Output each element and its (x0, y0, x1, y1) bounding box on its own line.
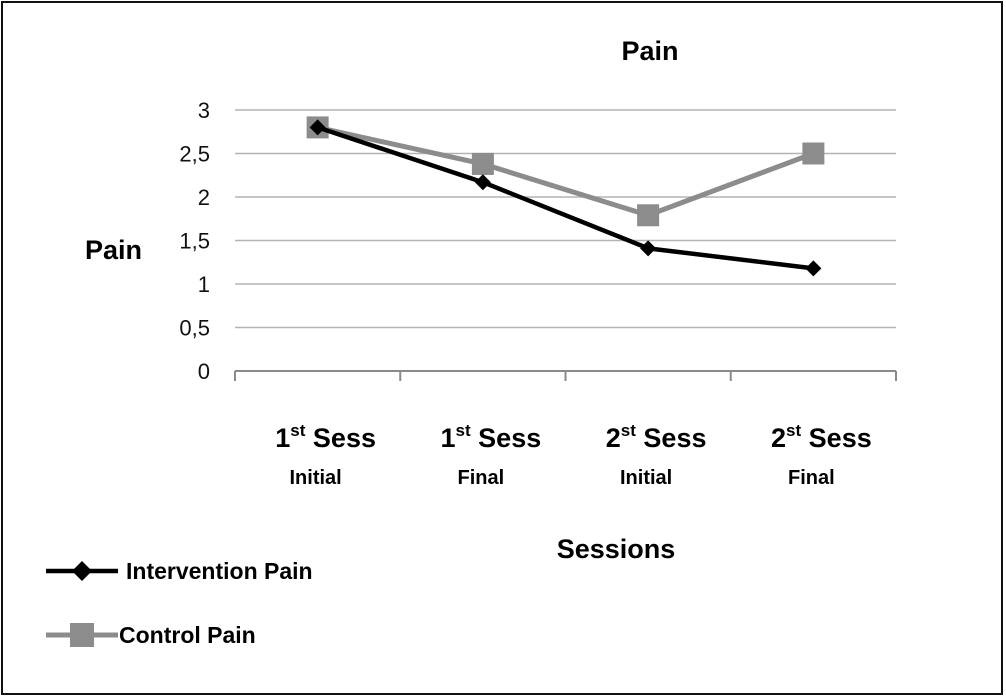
chart-title: Pain (621, 36, 678, 66)
x-category-sublabel: Final (788, 467, 835, 489)
legend-label: Intervention Pain (126, 558, 313, 584)
y-tick-label: 1,5 (179, 229, 210, 254)
y-tick-label: 0 (198, 359, 210, 384)
data-point (640, 240, 657, 257)
legend-swatch-marker (72, 561, 92, 581)
data-point (805, 260, 822, 277)
x-axis (234, 370, 897, 381)
y-tick-label: 2,5 (179, 142, 210, 167)
x-category-label: 1st Sess (275, 421, 376, 453)
data-point (802, 142, 825, 165)
data-point (474, 174, 491, 191)
x-category-labels: 1st Sess Initial 1st Sess Final 2st Sess Init… (275, 421, 871, 489)
x-category-label: 2st Sess (771, 421, 872, 453)
y-tick-label: 0,5 (179, 316, 210, 341)
x-category-sublabel: Initial (620, 467, 672, 489)
data-point (471, 152, 494, 175)
y-tick-label: 2 (198, 185, 210, 210)
x-axis-title: Sessions (557, 534, 676, 564)
y-tick-label: 1 (198, 272, 210, 297)
legend: Intervention Pain Control Pain (46, 558, 313, 648)
series-group (306, 116, 825, 277)
gridlines (235, 109, 896, 329)
data-point (637, 204, 660, 227)
y-tick-labels: 0 0,5 1 1,5 2 2,5 3 (179, 98, 210, 384)
series-line (316, 125, 814, 271)
x-category-sublabel: Initial (290, 467, 342, 489)
series-line (317, 124, 815, 218)
x-category-sublabel: Final (458, 467, 505, 489)
y-tick-label: 3 (198, 98, 210, 123)
legend-label: Control Pain (119, 622, 256, 648)
legend-swatch-marker (70, 623, 94, 647)
data-point (309, 119, 326, 136)
y-axis-label: Pain (85, 235, 142, 265)
x-category-label: 1st Sess (441, 421, 542, 453)
x-category-label: 2st Sess (606, 421, 707, 453)
